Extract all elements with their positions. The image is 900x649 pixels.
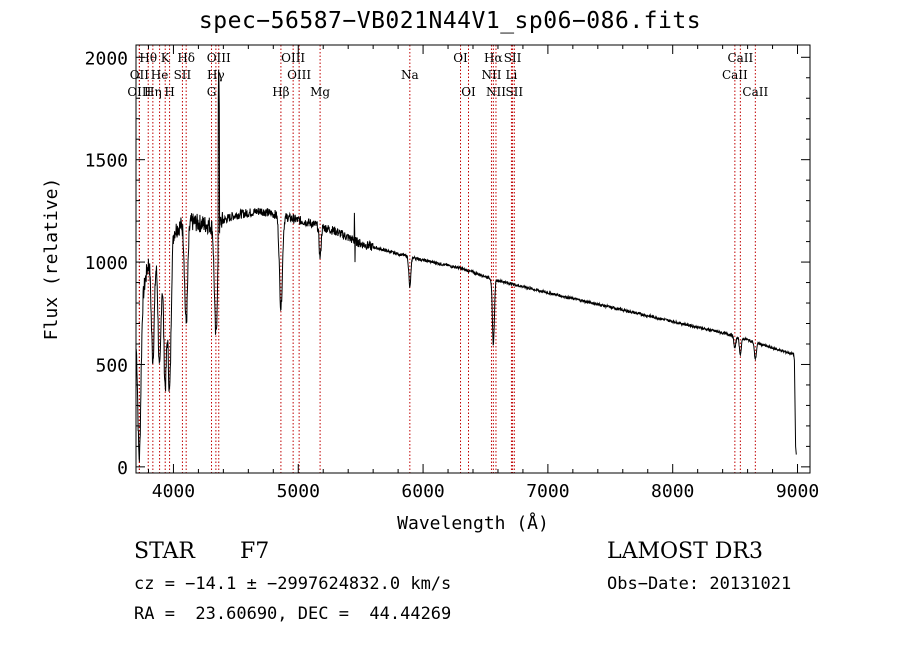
x-tick-label: 9000 bbox=[776, 481, 819, 502]
line-label: SII bbox=[505, 85, 523, 99]
survey-name: LAMOST DR3 bbox=[607, 539, 763, 564]
x-tick-label: 8000 bbox=[651, 481, 694, 502]
line-label: OIII bbox=[287, 68, 311, 82]
line-label: OIII bbox=[281, 51, 305, 65]
x-tick-label: 6000 bbox=[401, 481, 444, 502]
y-tick-label: 500 bbox=[95, 355, 128, 376]
line-label: OIII bbox=[207, 51, 231, 65]
line-label: SII bbox=[174, 68, 192, 82]
axis-ticks: 4000 5000 6000 7000 8000 9000 0 500 1000 1500 2000 bbox=[85, 45, 819, 502]
coordinates-readout: RA = 23.60690, DEC = 44.44269 bbox=[134, 604, 452, 624]
line-label: Li bbox=[506, 68, 518, 82]
chart-title: spec−56587−VB021N44V1_sp06−086.fits bbox=[198, 8, 702, 34]
x-tick-label: 7000 bbox=[526, 481, 569, 502]
y-axis-label: Flux (relative) bbox=[41, 178, 62, 341]
line-label: OIII bbox=[127, 85, 151, 99]
line-label: Hβ bbox=[272, 85, 289, 99]
object-subclass: F7 bbox=[240, 539, 270, 564]
x-tick-label: 5000 bbox=[277, 481, 320, 502]
line-label: CaII bbox=[742, 85, 768, 99]
line-label: OII bbox=[130, 68, 150, 82]
observation-date: Obs−Date: 20131021 bbox=[607, 574, 792, 594]
line-label: Hη bbox=[144, 85, 162, 99]
line-label: Hθ bbox=[139, 51, 157, 65]
y-tick-label: 2000 bbox=[85, 48, 128, 69]
line-label: NII bbox=[481, 68, 501, 82]
line-label: SII bbox=[504, 51, 522, 65]
y-tick-label: 1000 bbox=[85, 253, 128, 274]
line-label: NII bbox=[486, 85, 506, 99]
redshift-readout: cz = −14.1 ± −2997624832.0 km/s bbox=[134, 574, 452, 594]
line-label: K bbox=[161, 51, 171, 65]
line-label: Hδ bbox=[177, 51, 195, 65]
spectrum-series bbox=[135, 69, 797, 462]
line-label: He bbox=[151, 68, 169, 82]
spectral-line-markers bbox=[138, 45, 756, 473]
object-type: STAR bbox=[134, 539, 195, 564]
line-label: CaII bbox=[722, 68, 748, 82]
line-label: Mg bbox=[310, 85, 330, 99]
y-tick-label: 1500 bbox=[85, 151, 128, 172]
line-label: Hα bbox=[484, 51, 503, 65]
line-label: OI bbox=[461, 85, 476, 99]
line-label: Na bbox=[401, 68, 419, 82]
line-label: H bbox=[164, 85, 174, 99]
line-label: Hγ bbox=[207, 68, 225, 82]
line-label: G bbox=[207, 85, 217, 99]
flux-line bbox=[135, 69, 797, 462]
line-label: CaII bbox=[727, 51, 753, 65]
y-tick-label: 0 bbox=[117, 458, 128, 479]
x-axis-label: Wavelength (Å) bbox=[397, 512, 549, 534]
line-label: OI bbox=[453, 51, 468, 65]
plot-frame bbox=[135, 44, 811, 474]
x-tick-label: 4000 bbox=[152, 481, 195, 502]
